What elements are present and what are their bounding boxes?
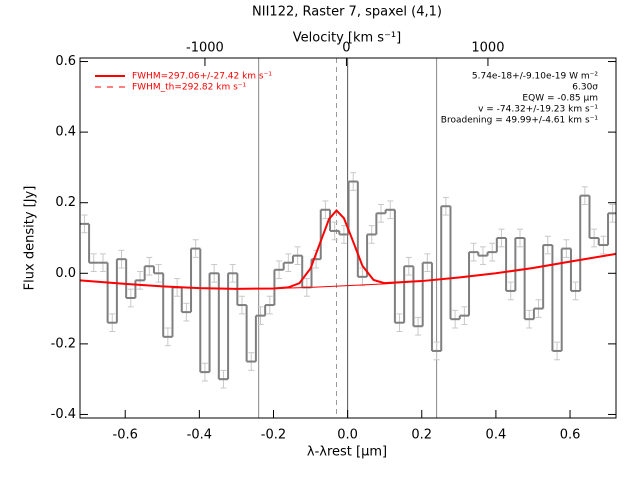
annotation: EQW = -0.85 μm	[522, 94, 598, 104]
x2-tick-label: 0	[342, 41, 350, 56]
y-tick-label: -0.2	[51, 336, 76, 351]
y-axis-label: Flux density [Jy]	[23, 186, 38, 291]
y-tick-label: 0.4	[55, 125, 76, 140]
legend-label: FWHM=297.06+/-27.42 km s⁻¹	[132, 72, 272, 82]
x-tick-label: 0.2	[411, 428, 432, 443]
x-tick-label: -0.6	[113, 428, 138, 443]
chart-title: NII122, Raster 7, spaxel (4,1)	[252, 5, 442, 20]
y-tick-label: 0.0	[55, 266, 76, 281]
x2-axis-label: Velocity [km s⁻¹]	[293, 31, 401, 46]
y-tick-label: 0.6	[55, 54, 76, 69]
legend-label: FWHM_th=292.82 km s⁻¹	[132, 83, 247, 93]
x-tick-label: 0.4	[486, 428, 507, 443]
x-tick-label: -0.2	[261, 428, 286, 443]
x-tick-label: 0.6	[560, 428, 581, 443]
y-tick-label: -0.4	[51, 407, 76, 422]
x-tick-label: 0.0	[337, 428, 358, 443]
x-axis-label: λ-λrest [μm]	[307, 445, 387, 460]
x-tick-label: -0.4	[187, 428, 212, 443]
annotation: 5.74e-18+/-9.10e-19 W m⁻²	[472, 72, 599, 82]
fit-curve	[79, 208, 617, 290]
x2-tick-label: -1000	[186, 41, 224, 56]
y-tick-label: 0.2	[55, 195, 76, 210]
annotation: 6.30σ	[572, 83, 598, 93]
annotation: v = -74.32+/-19.23 km s⁻¹	[478, 105, 598, 115]
x2-tick-label: 1000	[471, 41, 504, 56]
annotation: Broadening = 49.99+/-4.61 km s⁻¹	[441, 116, 599, 126]
